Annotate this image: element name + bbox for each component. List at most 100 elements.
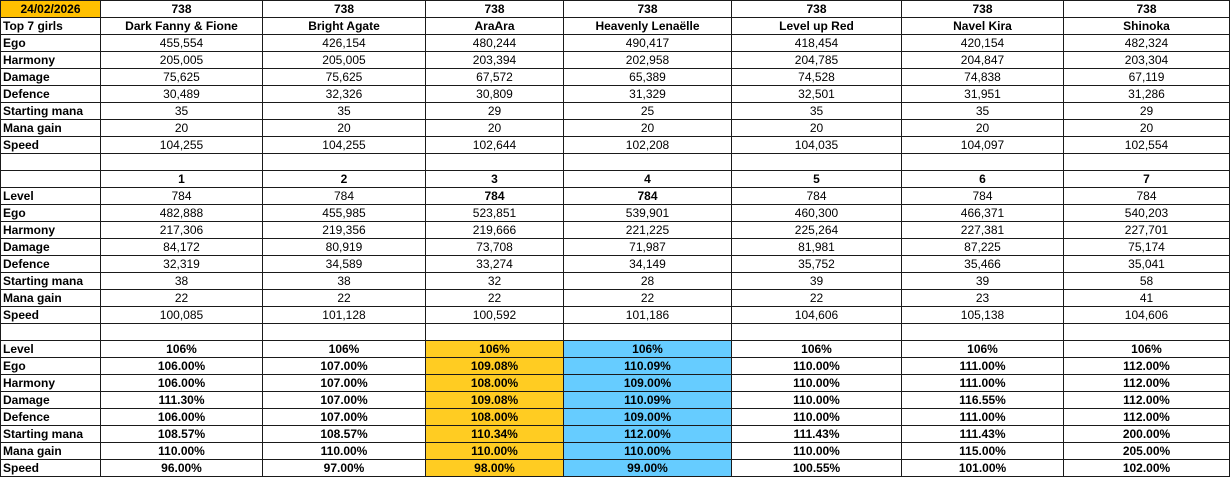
girl-name-header[interactable]: Bright Agate <box>262 17 426 35</box>
ratio-value[interactable]: 110.00% <box>731 391 902 409</box>
girl-level-header[interactable]: 738 <box>425 0 564 18</box>
ratio-value[interactable]: 112.00% <box>1063 374 1230 392</box>
stat-label[interactable]: Ego <box>0 204 101 222</box>
ratio-value[interactable]: 99.00% <box>563 459 732 477</box>
girl-name-header[interactable]: AraAra <box>425 17 564 35</box>
stat-label[interactable]: Defence <box>0 85 101 103</box>
stat-value[interactable]: 221,225 <box>563 221 732 239</box>
empty-cell[interactable] <box>0 170 101 188</box>
empty-cell[interactable] <box>901 323 1064 341</box>
empty-cell[interactable] <box>1063 153 1230 171</box>
stat-value[interactable]: 58 <box>1063 272 1230 290</box>
ratio-value[interactable]: 109.08% <box>425 391 564 409</box>
empty-cell[interactable] <box>425 323 564 341</box>
stat-value[interactable]: 67,572 <box>425 68 564 86</box>
stat-value[interactable]: 227,701 <box>1063 221 1230 239</box>
stat-value[interactable]: 217,306 <box>100 221 263 239</box>
stat-label[interactable]: Damage <box>0 391 101 409</box>
girl-name-header[interactable]: Navel Kira <box>901 17 1064 35</box>
stat-value[interactable]: 104,035 <box>731 136 902 154</box>
ratio-value[interactable]: 101.00% <box>901 459 1064 477</box>
stat-label[interactable]: Starting mana <box>0 102 101 120</box>
stat-label[interactable]: Harmony <box>0 374 101 392</box>
ratio-value[interactable]: 109.00% <box>563 374 732 392</box>
stat-value[interactable]: 482,324 <box>1063 34 1230 52</box>
date-cell[interactable]: 24/02/2026 <box>0 0 101 18</box>
stat-value[interactable]: 35 <box>901 102 1064 120</box>
ratio-value[interactable]: 106% <box>901 340 1064 358</box>
stat-value[interactable]: 455,554 <box>100 34 263 52</box>
ratio-value[interactable]: 111.00% <box>901 408 1064 426</box>
stat-value[interactable]: 204,785 <box>731 51 902 69</box>
stat-value[interactable]: 784 <box>563 187 732 205</box>
stat-value[interactable]: 87,225 <box>901 238 1064 256</box>
ratio-value[interactable]: 205.00% <box>1063 442 1230 460</box>
ratio-value[interactable]: 110.00% <box>731 408 902 426</box>
stat-value[interactable]: 104,255 <box>100 136 263 154</box>
stat-value[interactable]: 20 <box>901 119 1064 137</box>
ratio-value[interactable]: 110.00% <box>262 442 426 460</box>
stat-value[interactable]: 101,186 <box>563 306 732 324</box>
stat-label[interactable]: Level <box>0 340 101 358</box>
ratio-value[interactable]: 98.00% <box>425 459 564 477</box>
rank-header[interactable]: 4 <box>563 170 732 188</box>
stat-label[interactable]: Starting mana <box>0 425 101 443</box>
ratio-value[interactable]: 111.43% <box>731 425 902 443</box>
stat-value[interactable]: 202,958 <box>563 51 732 69</box>
stat-label[interactable]: Speed <box>0 136 101 154</box>
stat-value[interactable]: 74,838 <box>901 68 1064 86</box>
stat-value[interactable]: 102,644 <box>425 136 564 154</box>
ratio-value[interactable]: 108.00% <box>425 374 564 392</box>
stat-label[interactable]: Damage <box>0 238 101 256</box>
stat-value[interactable]: 30,489 <box>100 85 263 103</box>
stat-value[interactable]: 34,149 <box>563 255 732 273</box>
stat-value[interactable]: 219,666 <box>425 221 564 239</box>
stat-value[interactable]: 65,389 <box>563 68 732 86</box>
stat-value[interactable]: 22 <box>425 289 564 307</box>
rank-header[interactable]: 6 <box>901 170 1064 188</box>
stat-label[interactable]: Damage <box>0 68 101 86</box>
ratio-value[interactable]: 110.00% <box>731 374 902 392</box>
stat-value[interactable]: 32,501 <box>731 85 902 103</box>
stat-value[interactable]: 31,286 <box>1063 85 1230 103</box>
stat-value[interactable]: 466,371 <box>901 204 1064 222</box>
ratio-value[interactable]: 107.00% <box>262 357 426 375</box>
stat-value[interactable]: 20 <box>731 119 902 137</box>
ratio-value[interactable]: 106% <box>731 340 902 358</box>
stat-value[interactable]: 39 <box>901 272 1064 290</box>
stat-value[interactable]: 227,381 <box>901 221 1064 239</box>
stat-value[interactable]: 104,606 <box>1063 306 1230 324</box>
stat-label[interactable]: Ego <box>0 34 101 52</box>
ratio-value[interactable]: 108.00% <box>425 408 564 426</box>
stat-value[interactable]: 784 <box>901 187 1064 205</box>
ratio-value[interactable]: 111.00% <box>901 357 1064 375</box>
empty-cell[interactable] <box>262 153 426 171</box>
stat-value[interactable]: 205,005 <box>100 51 263 69</box>
stat-value[interactable]: 540,203 <box>1063 204 1230 222</box>
stat-value[interactable]: 539,901 <box>563 204 732 222</box>
ratio-value[interactable]: 109.08% <box>425 357 564 375</box>
ratio-value[interactable]: 96.00% <box>100 459 263 477</box>
ratio-value[interactable]: 106% <box>1063 340 1230 358</box>
ratio-value[interactable]: 108.57% <box>100 425 263 443</box>
ratio-value[interactable]: 107.00% <box>262 374 426 392</box>
ratio-value[interactable]: 106% <box>425 340 564 358</box>
stat-value[interactable]: 420,154 <box>901 34 1064 52</box>
stat-value[interactable]: 67,119 <box>1063 68 1230 86</box>
stat-value[interactable]: 35,041 <box>1063 255 1230 273</box>
ratio-value[interactable]: 102.00% <box>1063 459 1230 477</box>
girl-name-header[interactable]: Heavenly Lenaëlle <box>563 17 732 35</box>
stat-value[interactable]: 30,809 <box>425 85 564 103</box>
stat-label[interactable]: Starting mana <box>0 272 101 290</box>
stat-value[interactable]: 418,454 <box>731 34 902 52</box>
ratio-value[interactable]: 110.00% <box>731 442 902 460</box>
stat-value[interactable]: 80,919 <box>262 238 426 256</box>
stat-label[interactable]: Mana gain <box>0 119 101 137</box>
stat-value[interactable]: 29 <box>425 102 564 120</box>
stat-value[interactable]: 35,466 <box>901 255 1064 273</box>
stat-label[interactable]: Speed <box>0 459 101 477</box>
ratio-value[interactable]: 111.30% <box>100 391 263 409</box>
stat-label[interactable]: Speed <box>0 306 101 324</box>
ratio-value[interactable]: 100.55% <box>731 459 902 477</box>
stat-value[interactable]: 455,985 <box>262 204 426 222</box>
